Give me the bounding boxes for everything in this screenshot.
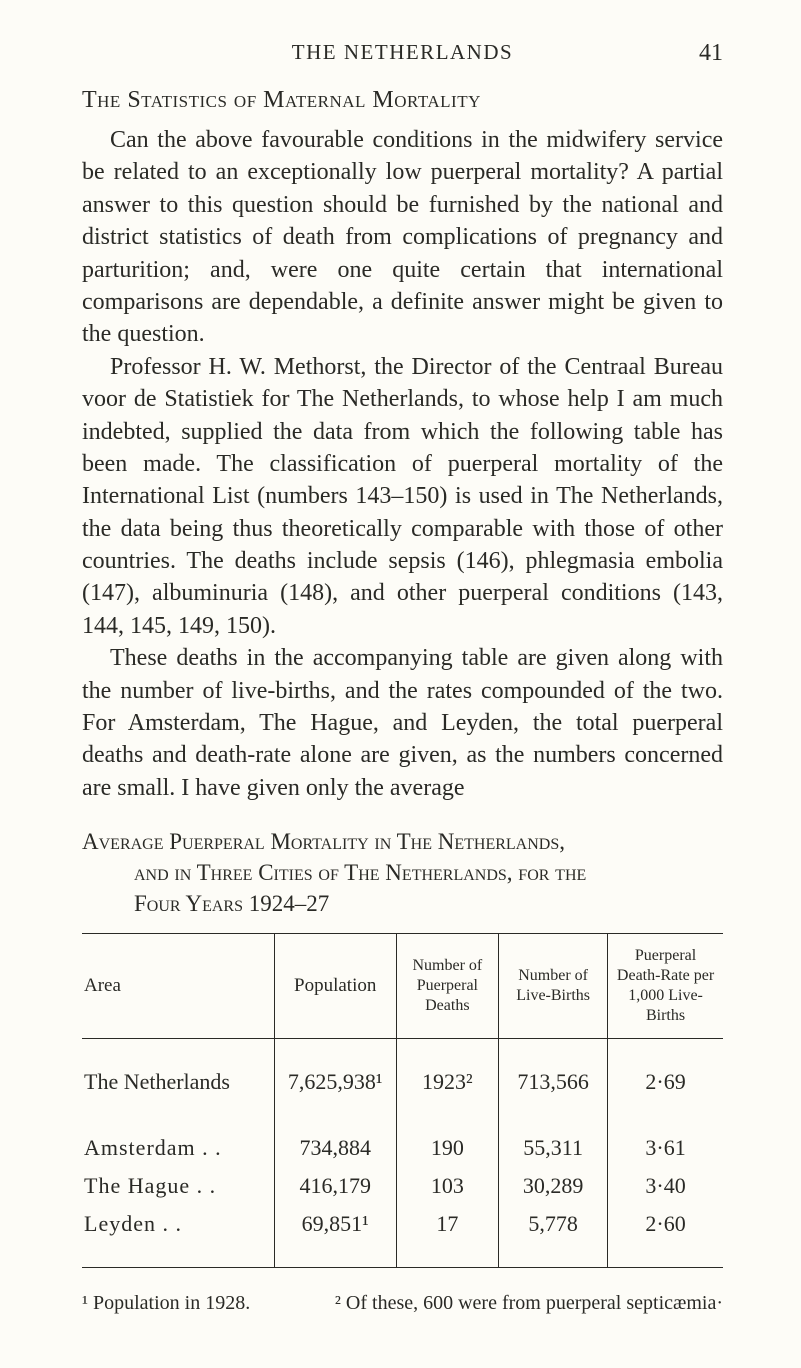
cell-births: 30,289 (499, 1167, 608, 1205)
table-header-row: Area Population Number of Puerperal Deat… (82, 934, 723, 1039)
cell-deaths: 17 (396, 1205, 499, 1268)
table-row: Amsterdam . . 734,884 190 55,311 3·61 (82, 1117, 723, 1167)
footnote-2: ² Of these, 600 were from puerperal sept… (335, 1292, 723, 1315)
th-deaths: Number of Puerperal Deaths (396, 934, 499, 1039)
section-heading: The Statistics of Maternal Mortality (82, 87, 723, 114)
paragraph-2: Professor H. W. Methorst, the Director o… (82, 351, 723, 643)
cell-area: Amsterdam . . (82, 1117, 274, 1167)
cell-rate: 2·69 (608, 1039, 723, 1118)
cell-deaths: 1923² (396, 1039, 499, 1118)
paragraph-3: These deaths in the accompanying table a… (82, 642, 723, 804)
paragraph-1: Can the above favourable conditions in t… (82, 124, 723, 351)
table-title-line1: Average Puerperal Mortality in The Nethe… (82, 829, 565, 854)
cell-births: 713,566 (499, 1039, 608, 1118)
cell-deaths: 103 (396, 1167, 499, 1205)
table-title: Average Puerperal Mortality in The Nethe… (82, 826, 723, 919)
cell-area: The Hague . . (82, 1167, 274, 1205)
footnotes: ¹ Population in 1928. ² Of these, 600 we… (82, 1292, 723, 1315)
page-header: THE NETHERLANDS 41 (82, 40, 723, 65)
th-area: Area (82, 934, 274, 1039)
th-rate: Puerperal Death-Rate per 1,000 Live-Birt… (608, 934, 723, 1039)
cell-population: 7,625,938¹ (274, 1039, 396, 1118)
cell-rate: 3·61 (608, 1117, 723, 1167)
table-title-line2: and in Three Cities of The Netherlands, … (82, 857, 723, 888)
th-births: Number of Live-Births (499, 934, 608, 1039)
cell-population: 416,179 (274, 1167, 396, 1205)
table-row: Leyden . . 69,851¹ 17 5,778 2·60 (82, 1205, 723, 1268)
cell-area: The Netherlands (82, 1039, 274, 1118)
table-title-line3: Four Years 1924–27 (82, 888, 723, 919)
mortality-table: Area Population Number of Puerperal Deat… (82, 933, 723, 1268)
table-row: The Netherlands 7,625,938¹ 1923² 713,566… (82, 1039, 723, 1118)
cell-births: 5,778 (499, 1205, 608, 1268)
th-population: Population (274, 934, 396, 1039)
cell-area: Leyden . . (82, 1205, 274, 1268)
page-number: 41 (699, 40, 723, 67)
running-head: THE NETHERLANDS (82, 40, 723, 65)
cell-population: 69,851¹ (274, 1205, 396, 1268)
table-row: The Hague . . 416,179 103 30,289 3·40 (82, 1167, 723, 1205)
cell-rate: 2·60 (608, 1205, 723, 1268)
footnote-1: ¹ Population in 1928. (82, 1292, 250, 1315)
cell-population: 734,884 (274, 1117, 396, 1167)
cell-births: 55,311 (499, 1117, 608, 1167)
cell-deaths: 190 (396, 1117, 499, 1167)
cell-rate: 3·40 (608, 1167, 723, 1205)
